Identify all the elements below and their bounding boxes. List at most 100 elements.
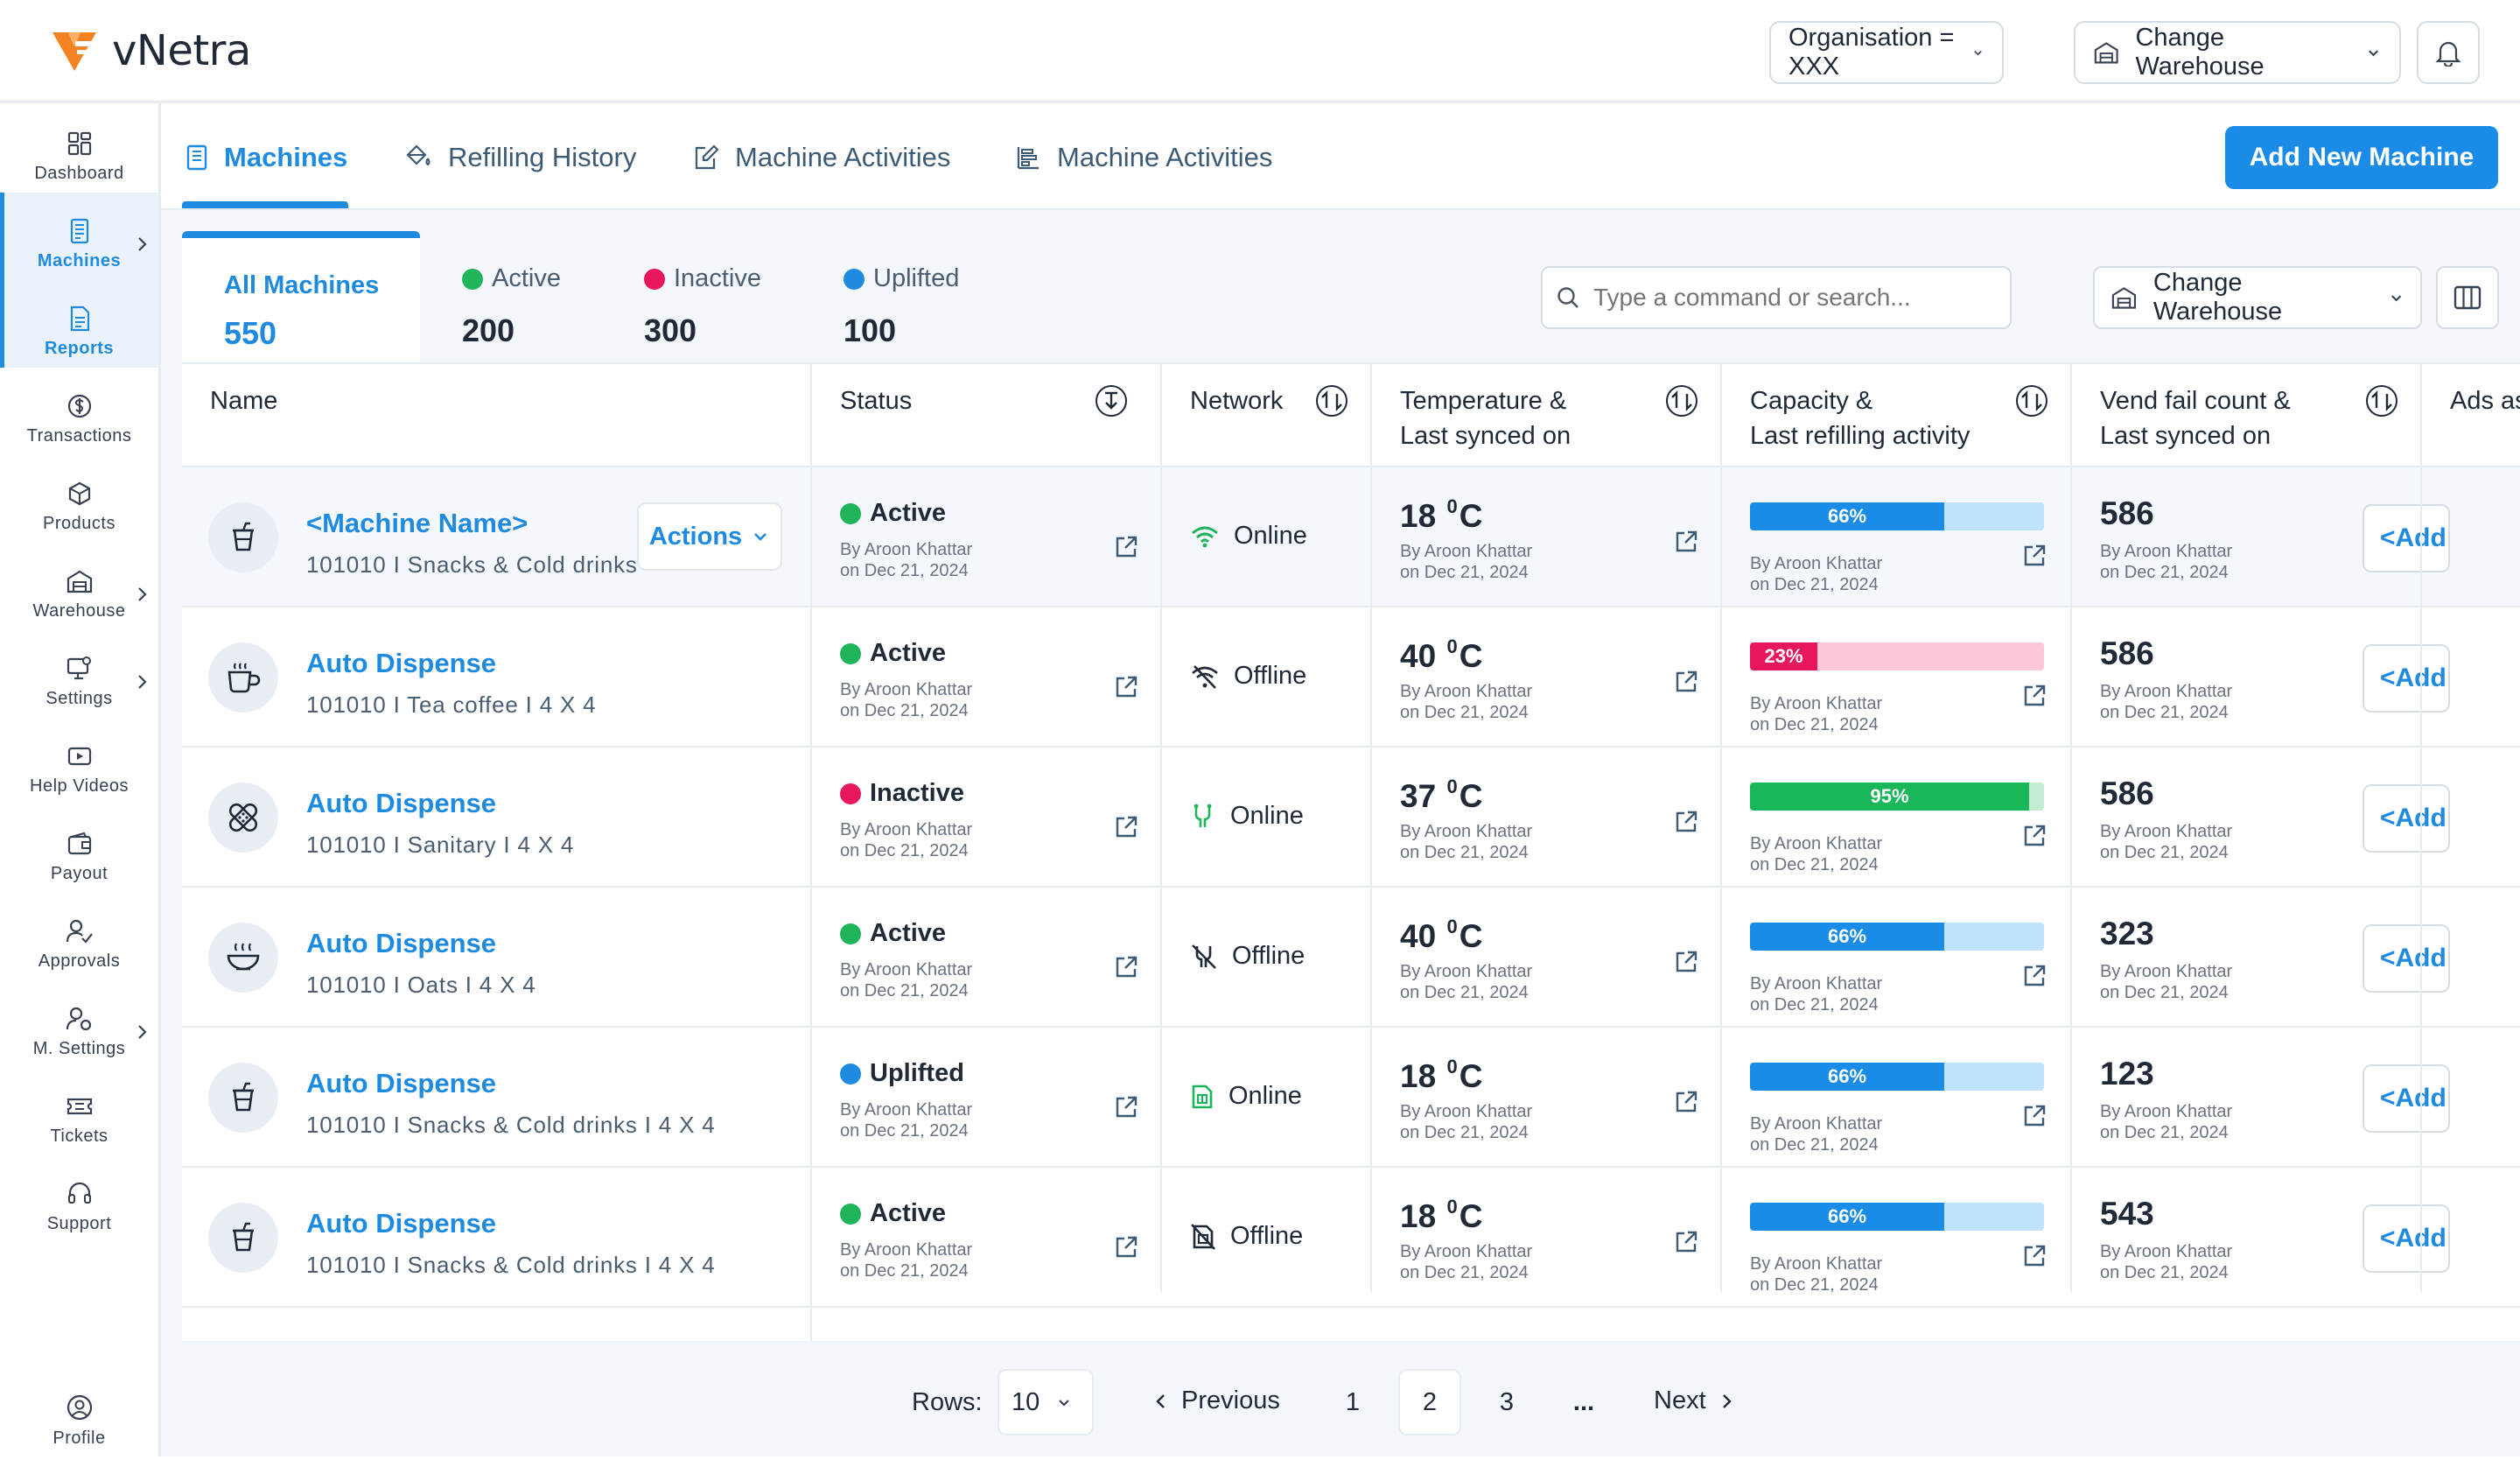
temperature-open-link[interactable] — [1673, 669, 1699, 695]
search-box[interactable] — [1541, 266, 2012, 329]
table-row[interactable]: Auto Dispense 101010 I Sanitary I 4 X 4 In… — [182, 748, 2520, 888]
page-ellipsis[interactable]: ... — [1572, 1387, 1595, 1416]
filter-active[interactable]: Active 200 — [462, 264, 561, 349]
external-link-icon[interactable] — [1673, 809, 1699, 835]
tab-machines[interactable]: Machines — [186, 142, 347, 173]
sidebar-item-settings[interactable]: Settings — [0, 642, 158, 721]
organisation-select[interactable]: Organisation = XXX — [1769, 21, 2004, 84]
add-ads-button[interactable]: <Add — [2362, 784, 2450, 853]
external-link-icon[interactable] — [1113, 814, 1139, 840]
notifications-button[interactable] — [2417, 21, 2480, 84]
change-warehouse-button[interactable]: Change Warehouse — [2074, 21, 2401, 84]
temperature-open-link[interactable] — [1673, 529, 1699, 555]
sidebar-item-dashboard[interactable]: Dashboard — [0, 117, 158, 196]
external-link-icon[interactable] — [1113, 674, 1139, 700]
tab-refilling-history[interactable]: Refilling History — [402, 142, 636, 173]
machine-name-link[interactable]: Auto Dispense — [306, 788, 497, 818]
add-new-machine-button[interactable]: Add New Machine — [2225, 126, 2498, 189]
sort-icon[interactable] — [1314, 383, 1349, 418]
temperature-open-link[interactable] — [1673, 809, 1699, 835]
filter-all-machines[interactable]: All Machines 550 — [182, 231, 420, 362]
sidebar-item-machines[interactable]: Machines — [0, 205, 158, 284]
search-input[interactable] — [1593, 284, 1996, 312]
capacity-open-link[interactable] — [2021, 1103, 2048, 1129]
capacity-open-link[interactable] — [2021, 963, 2048, 989]
external-link-icon[interactable] — [1113, 1094, 1139, 1120]
page-3[interactable]: 3 — [1499, 1387, 1515, 1416]
temperature-meta: By Aroon Khattar on Dec 21, 2024 — [1400, 821, 1532, 863]
capacity-open-link[interactable] — [2021, 683, 2048, 709]
machine-name-link[interactable]: Auto Dispense — [306, 648, 497, 678]
previous-page-button[interactable]: Previous — [1153, 1386, 1280, 1415]
table-row[interactable]: Auto Dispense 101010 I Tea coffee I 4 X 4… — [182, 607, 2520, 748]
external-link-icon[interactable] — [1673, 949, 1699, 975]
page-2-current[interactable]: 2 — [1398, 1369, 1461, 1435]
change-warehouse-filter[interactable]: Change Warehouse — [2093, 266, 2422, 329]
next-page-button[interactable]: Next — [1654, 1386, 1734, 1415]
external-link-icon[interactable] — [1113, 1234, 1139, 1260]
table-row[interactable]: Auto Dispense 101010 I Snacks & Cold drin… — [182, 1028, 2520, 1168]
sort-icon[interactable] — [2014, 383, 2049, 418]
machine-name-link[interactable]: Auto Dispense — [306, 928, 497, 958]
sort-desc-icon[interactable] — [1094, 383, 1129, 418]
external-link-icon[interactable] — [1673, 529, 1699, 555]
add-ads-button[interactable]: <Add — [2362, 924, 2450, 993]
table-row[interactable]: Auto Dispense 101010 I Oats I 4 X 4 Active… — [182, 888, 2520, 1028]
sort-icon[interactable] — [1664, 383, 1699, 418]
external-link-icon[interactable] — [1113, 954, 1139, 980]
external-link-icon[interactable] — [2021, 823, 2048, 849]
tab-machine-activities[interactable]: Machine Activities — [693, 142, 950, 173]
sidebar-item-support[interactable]: Support — [0, 1168, 158, 1246]
add-ads-button[interactable]: <Add — [2362, 644, 2450, 712]
capacity-open-link[interactable] — [2021, 543, 2048, 569]
sidebar-item-m-settings[interactable]: M. Settings — [0, 993, 158, 1071]
add-ads-button[interactable]: <Add — [2362, 1204, 2450, 1273]
status-open-link[interactable] — [1113, 814, 1139, 840]
sidebar-item-tickets[interactable]: Tickets — [0, 1080, 158, 1159]
sidebar-item-transactions[interactable]: Transactions — [0, 380, 158, 459]
sidebar-item-profile[interactable]: Profile — [0, 1381, 158, 1460]
status-open-link[interactable] — [1113, 534, 1139, 560]
sidebar-item-warehouse[interactable]: Warehouse — [0, 555, 158, 634]
tab-machine-activities-2[interactable]: Machine Activities — [1015, 142, 1272, 173]
page-1[interactable]: 1 — [1345, 1387, 1361, 1416]
cup-icon — [233, 1082, 254, 1112]
filter-inactive[interactable]: Inactive 300 — [644, 264, 761, 349]
status-open-link[interactable] — [1113, 1234, 1139, 1260]
sidebar-item-approvals[interactable]: Approvals — [0, 905, 158, 984]
status-open-link[interactable] — [1113, 954, 1139, 980]
capacity-open-link[interactable] — [2021, 823, 2048, 849]
temperature-open-link[interactable] — [1673, 949, 1699, 975]
filter-uplifted[interactable]: Uplifted 100 — [844, 264, 959, 349]
logo[interactable]: vNetra — [51, 26, 251, 75]
external-link-icon[interactable] — [2021, 1243, 2048, 1269]
external-link-icon[interactable] — [1673, 669, 1699, 695]
sort-icon[interactable] — [2364, 383, 2399, 418]
external-link-icon[interactable] — [1673, 1089, 1699, 1115]
add-ads-button[interactable]: <Add — [2362, 504, 2450, 572]
external-link-icon[interactable] — [2021, 683, 2048, 709]
external-link-icon[interactable] — [2021, 543, 2048, 569]
table-row[interactable]: <Machine Name> 101010 I Snacks & Cold dri… — [182, 467, 2520, 607]
actions-dropdown-button[interactable]: Actions — [637, 502, 782, 571]
table-row[interactable]: Auto Dispense 101010 I Snacks & Cold drin… — [182, 1168, 2520, 1308]
capacity-open-link[interactable] — [2021, 1243, 2048, 1269]
machine-name-link[interactable]: Auto Dispense — [306, 1208, 497, 1239]
status-open-link[interactable] — [1113, 1094, 1139, 1120]
machine-name-link[interactable]: <Machine Name> — [306, 508, 528, 538]
temperature-open-link[interactable] — [1673, 1229, 1699, 1255]
rows-per-page-select[interactable]: 10 — [998, 1369, 1094, 1435]
machine-name-link[interactable]: Auto Dispense — [306, 1068, 497, 1099]
sidebar-item-payout[interactable]: Payout — [0, 818, 158, 896]
external-link-icon[interactable] — [2021, 1103, 2048, 1129]
sidebar-item-products[interactable]: Products — [0, 467, 158, 546]
add-ads-button[interactable]: <Add — [2362, 1064, 2450, 1133]
external-link-icon[interactable] — [2021, 963, 2048, 989]
temperature-open-link[interactable] — [1673, 1089, 1699, 1115]
status-open-link[interactable] — [1113, 674, 1139, 700]
sidebar-item-reports[interactable]: Reports — [0, 292, 158, 371]
sidebar-item-help-videos[interactable]: Help Videos — [0, 730, 158, 809]
external-link-icon[interactable] — [1113, 534, 1139, 560]
external-link-icon[interactable] — [1673, 1229, 1699, 1255]
columns-toggle-button[interactable] — [2436, 266, 2499, 329]
